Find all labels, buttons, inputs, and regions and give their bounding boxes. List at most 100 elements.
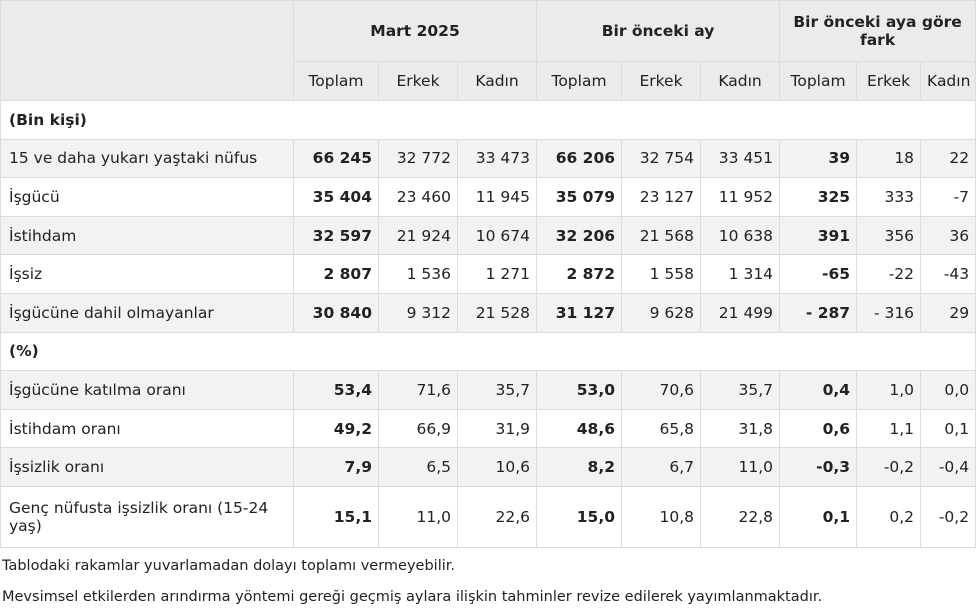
table-row: İşgücüne katılma oranı 53,4 71,6 35,7 53…	[0, 370, 977, 410]
table-cell: 65,8	[621, 408, 702, 449]
table-cell: 0,1	[779, 485, 858, 548]
table-cell: 21 528	[456, 292, 538, 333]
subheader-male: Erkek	[621, 61, 702, 101]
row-label: İşgücüne katılma oranı	[0, 370, 294, 410]
table-cell: 21 568	[621, 215, 702, 256]
table-cell: -0,4	[920, 447, 977, 487]
table-cell: 1 314	[700, 254, 781, 294]
table-cell: 22,6	[456, 485, 538, 548]
table-cell: 53,0	[536, 370, 623, 410]
section-title-percent: (%)	[0, 331, 977, 372]
table-cell: -22	[856, 254, 922, 294]
table-cell: 9 628	[621, 292, 702, 333]
group-header-previous-month: Bir önceki ay	[536, 0, 781, 62]
table-cell: -43	[920, 254, 977, 294]
table-row: İstihdam 32 597 21 924 10 674 32 206 21 …	[0, 215, 977, 256]
table-cell: 1 271	[456, 254, 538, 294]
subheader-female: Kadın	[700, 61, 781, 101]
table-cell: 11,0	[700, 447, 781, 487]
table-row: İşsizlik oranı 7,9 6,5 10,6 8,2 6,7 11,0…	[0, 447, 977, 487]
table-cell: 0,1	[920, 408, 977, 449]
table-cell: 35 079	[536, 177, 623, 217]
table-cell: 1 558	[621, 254, 702, 294]
table-cell: 23 460	[378, 177, 458, 217]
table-cell: 31 127	[536, 292, 623, 333]
table-cell: 0,4	[779, 370, 858, 410]
table-row: İşgücü 35 404 23 460 11 945 35 079 23 12…	[0, 177, 977, 217]
table-cell: 1,1	[856, 408, 922, 449]
subheader-male: Erkek	[378, 61, 458, 101]
table-cell: 39	[779, 138, 858, 179]
subheader-female: Kadın	[456, 61, 538, 101]
table-cell: 11,0	[378, 485, 458, 548]
row-label: 15 ve daha yukarı yaştaki nüfus	[0, 138, 294, 179]
table-cell: -0,3	[779, 447, 858, 487]
table-cell: 32 754	[621, 138, 702, 179]
subheader-female: Kadın	[920, 61, 977, 101]
table-cell: 53,4	[293, 370, 379, 410]
table-cell: 33 451	[700, 138, 781, 179]
table-cell: 23 127	[621, 177, 702, 217]
table-cell: 15,1	[293, 485, 379, 548]
table-cell: 32 206	[536, 215, 623, 256]
table-row: İstihdam oranı 49,2 66,9 31,9 48,6 65,8 …	[0, 408, 977, 449]
table-cell: 15,0	[536, 485, 623, 548]
table-cell: -0,2	[920, 485, 977, 548]
table-cell: 48,6	[536, 408, 623, 449]
table-cell: 2 807	[293, 254, 379, 294]
row-label: İşgücüne dahil olmayanlar	[0, 292, 294, 333]
row-label: İşsiz	[0, 254, 294, 294]
table-cell: 21 924	[378, 215, 458, 256]
table-cell: -65	[779, 254, 858, 294]
table-cell: 32 597	[293, 215, 379, 256]
table-cell: 35,7	[700, 370, 781, 410]
table-cell: - 316	[856, 292, 922, 333]
subheader-total: Toplam	[536, 61, 623, 101]
table-cell: 333	[856, 177, 922, 217]
table-cell: 325	[779, 177, 858, 217]
table-row: 15 ve daha yukarı yaştaki nüfus 66 245 3…	[0, 138, 977, 179]
table-cell: 391	[779, 215, 858, 256]
table-cell: 66 245	[293, 138, 379, 179]
subheader-total: Toplam	[293, 61, 379, 101]
table-cell: 66,9	[378, 408, 458, 449]
table-row: İşsiz 2 807 1 536 1 271 2 872 1 558 1 31…	[0, 254, 977, 294]
table-cell: 0,0	[920, 370, 977, 410]
table-cell: 1,0	[856, 370, 922, 410]
footnote-seasonal-adjustment: Mevsimsel etkilerden arındırma yöntemi g…	[2, 589, 823, 605]
corner-header-cell	[0, 0, 294, 101]
table-cell: - 287	[779, 292, 858, 333]
table-cell: 2 872	[536, 254, 623, 294]
table-cell: 29	[920, 292, 977, 333]
table-cell: 10,8	[621, 485, 702, 548]
labour-statistics-table: Mart 2025 Bir önceki ay Bir önceki aya g…	[0, 0, 977, 548]
table-cell: 35,7	[456, 370, 538, 410]
table-cell: 8,2	[536, 447, 623, 487]
group-header-current-month: Mart 2025	[292, 0, 538, 62]
section-title-thousand-persons: (Bin kişi)	[0, 100, 977, 140]
table-cell: 22,8	[700, 485, 781, 548]
subheader-male: Erkek	[856, 61, 922, 101]
table-cell: -7	[920, 177, 977, 217]
table-cell: 11 952	[700, 177, 781, 217]
table-cell: 49,2	[293, 408, 379, 449]
table-cell: 10,6	[456, 447, 538, 487]
row-label: İstihdam oranı	[0, 408, 294, 449]
table-cell: 70,6	[621, 370, 702, 410]
table-cell: 10 674	[456, 215, 538, 256]
footnote-rounding: Tablodaki rakamlar yuvarlamadan dolayı t…	[2, 558, 455, 574]
subheader-total: Toplam	[779, 61, 858, 101]
table-cell: 35 404	[293, 177, 379, 217]
table-cell: 22	[920, 138, 977, 179]
row-label: İşgücü	[0, 177, 294, 217]
table-cell: 71,6	[378, 370, 458, 410]
table-cell: 31,9	[456, 408, 538, 449]
table-cell: 6,5	[378, 447, 458, 487]
table-cell: 7,9	[293, 447, 379, 487]
group-header-difference: Bir önceki aya göre fark	[779, 0, 977, 62]
table-cell: 356	[856, 215, 922, 256]
table-row: Genç nüfusta işsizlik oranı (15-24 yaş) …	[0, 485, 977, 548]
table-cell: 31,8	[700, 408, 781, 449]
table-cell: 36	[920, 215, 977, 256]
table-cell: 33 473	[456, 138, 538, 179]
